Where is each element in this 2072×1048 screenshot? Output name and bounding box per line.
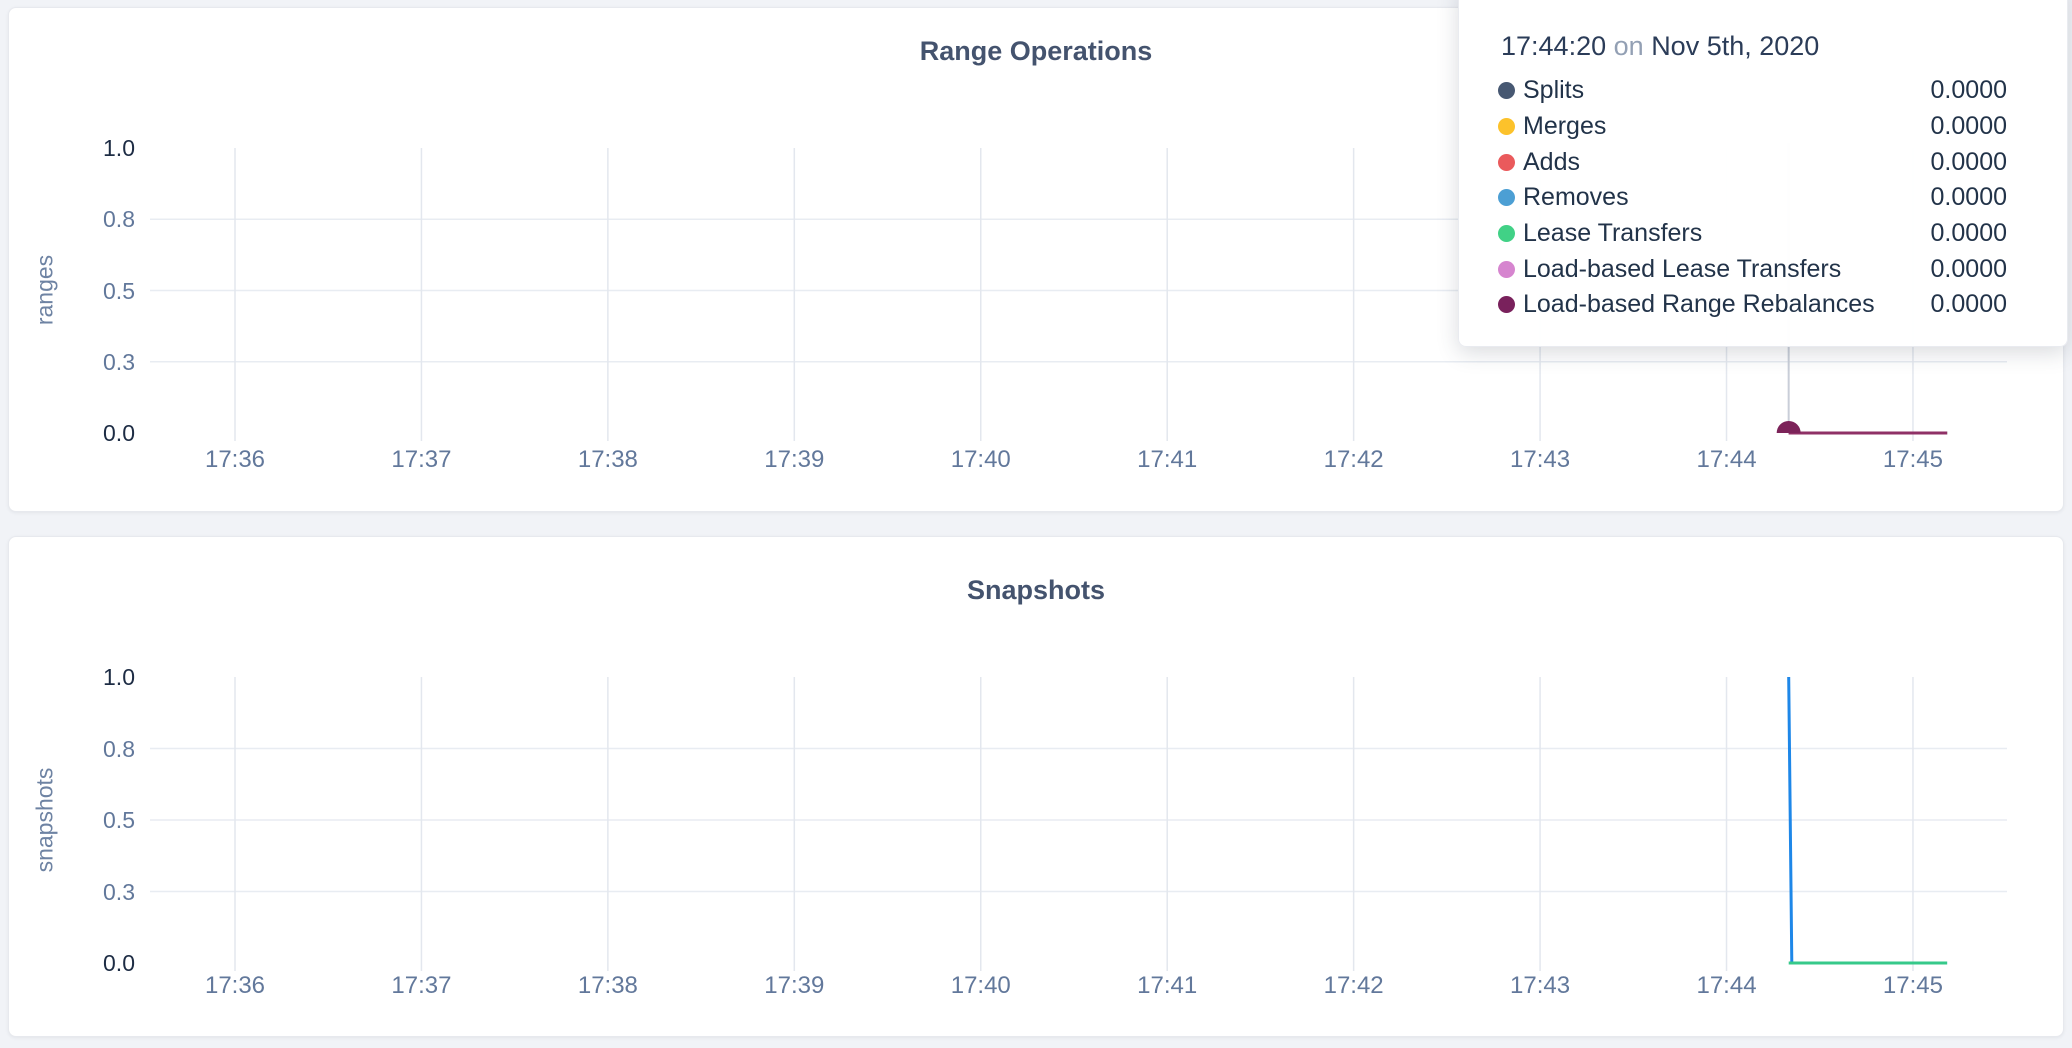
legend-row: Splits 0.0000 [1498, 73, 2007, 109]
snapshots-plot-area[interactable] [150, 677, 2007, 963]
series-color-dot [1498, 189, 1515, 207]
series-label: Lease Transfers [1523, 219, 1703, 248]
series-label: Load-based Lease Transfers [1523, 254, 1842, 283]
legend-row: Lease Transfers 0.0000 [1498, 216, 2007, 252]
snapshots-card: Snapshots [8, 536, 2064, 1037]
series-label: Splits [1523, 76, 1585, 105]
series-value: 0.0000 [1930, 76, 2007, 105]
series-label: Removes [1523, 183, 1629, 212]
series-color-dot [1498, 118, 1515, 136]
chart-title-snapshots: Snapshots [966, 575, 1106, 605]
legend-row: Load-based Range Rebalances 0.0000 [1498, 287, 2007, 323]
series-color-dot [1498, 260, 1515, 278]
series-color-dot [1498, 153, 1515, 171]
series-label: Load-based Range Rebalances [1523, 290, 1875, 319]
hover-tooltip: 17:44:20 on Nov 5th, 2020 Splits 0.0000 Me… [1458, 0, 2068, 347]
y-axis-label-ranges: ranges [31, 254, 58, 326]
chart-title-range-operations: Range Operations [919, 36, 1153, 66]
tooltip-header: 17:44:20 on Nov 5th, 2020 [1501, 31, 1819, 62]
series-value: 0.0000 [1930, 147, 2007, 176]
legend-row: Removes 0.0000 [1498, 180, 2007, 216]
series-color-dot [1498, 82, 1515, 100]
series-value: 0.0000 [1930, 254, 2007, 283]
tooltip-date: Nov 5th, 2020 [1651, 31, 1820, 61]
legend-row: Load-based Lease Transfers 0.0000 [1498, 251, 2007, 287]
series-label: Adds [1523, 147, 1580, 176]
series-value: 0.0000 [1930, 219, 2007, 248]
series-value: 0.0000 [1930, 183, 2007, 212]
series-label: Merges [1523, 112, 1607, 141]
legend-row: Adds 0.0000 [1498, 144, 2007, 180]
legend-row: Merges 0.0000 [1498, 109, 2007, 145]
series-value: 0.0000 [1930, 290, 2007, 319]
series-color-dot [1498, 296, 1515, 314]
tooltip-time: 17:44:20 [1501, 31, 1607, 61]
y-axis-label-snapshots: snapshots [31, 767, 58, 873]
series-value: 0.0000 [1930, 112, 2007, 141]
tooltip-legend: Splits 0.0000 Merges 0.0000 Adds 0.0000 Remove… [1498, 73, 2007, 323]
tooltip-connector: on [1613, 31, 1644, 61]
series-color-dot [1498, 225, 1515, 243]
